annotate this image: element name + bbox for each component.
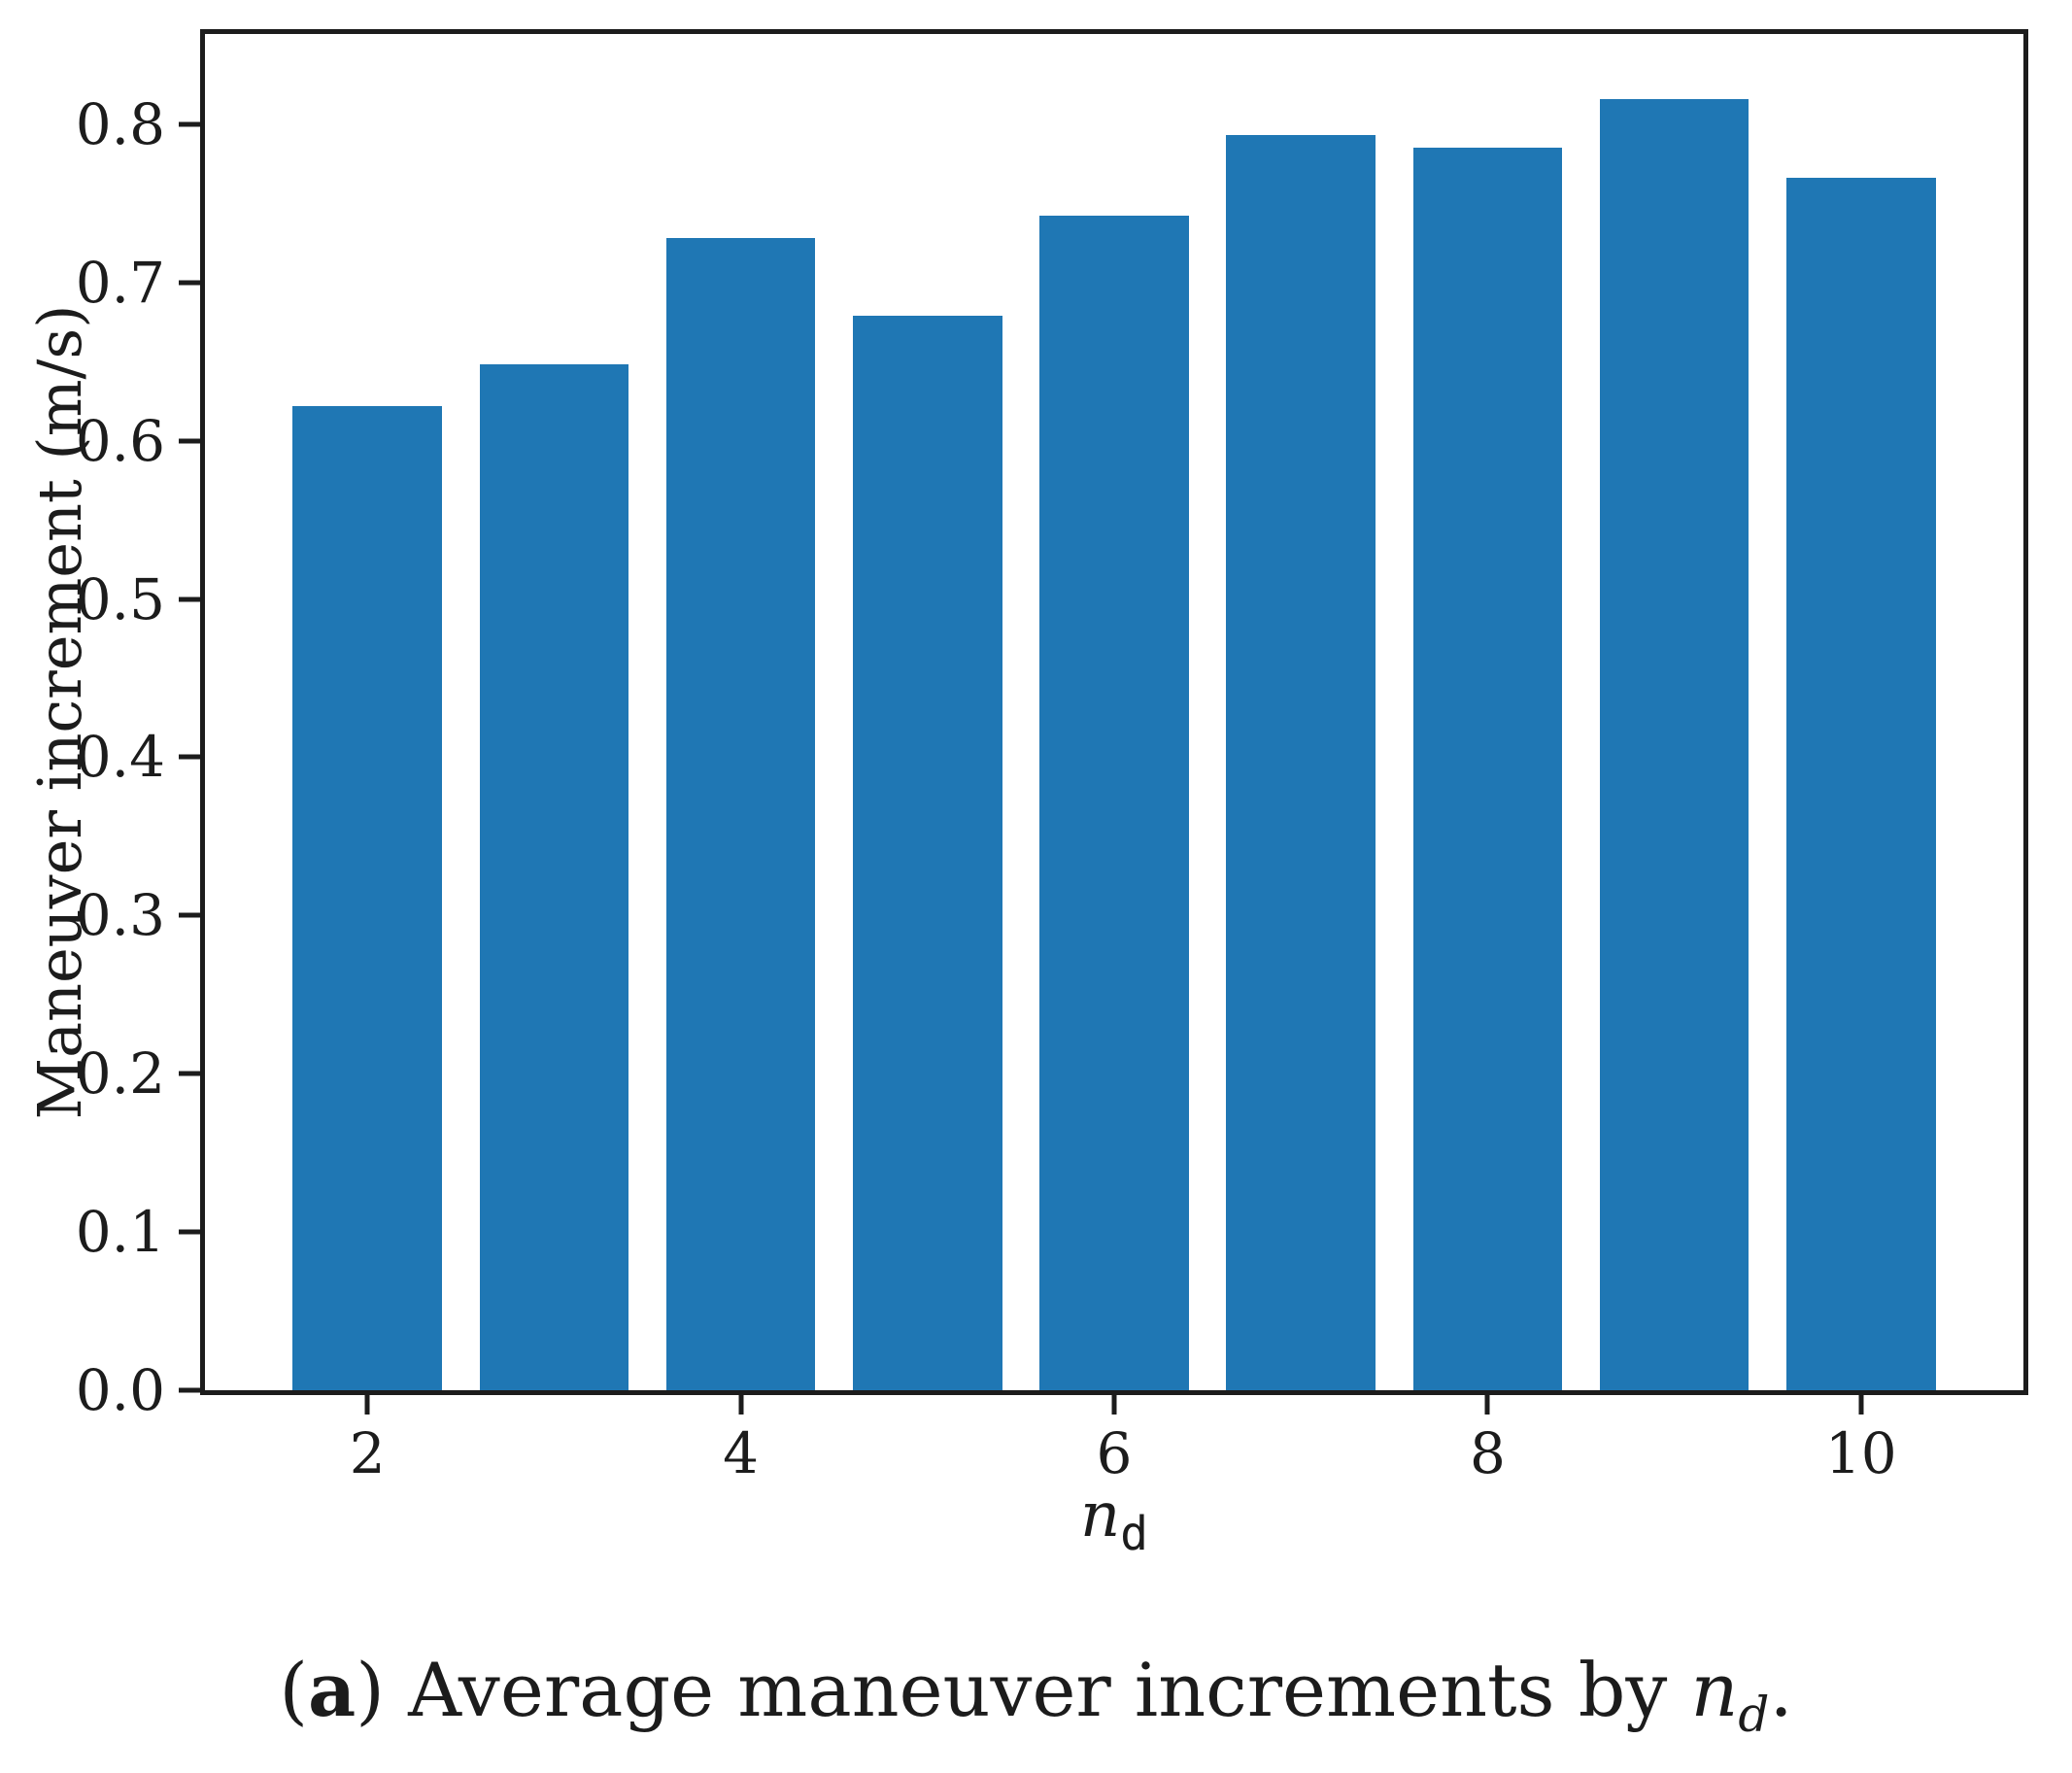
y-tick-mark-0.7: [179, 280, 200, 286]
y-tick-mark-0.1: [179, 1229, 200, 1235]
y-axis-label: Maneuver increment (m/s): [24, 304, 95, 1120]
bar-nd-9: [1599, 98, 1749, 1390]
y-tick-label-0.7: 0.7: [75, 249, 165, 316]
caption-open-paren: (: [279, 1647, 309, 1733]
caption-period: .: [1769, 1647, 1793, 1733]
caption-index: a: [308, 1647, 357, 1733]
plot-area: 0.0 0.1 0.2 0.3 0.4 0.5 0.6 0.7 0.8 2 4 6 8 10: [76, 29, 2028, 1482]
y-tick-mark-0.4: [179, 754, 200, 760]
x-axis-label-subscript: d: [1120, 1507, 1149, 1561]
x-tick-mark-10: [1858, 1395, 1864, 1415]
caption-text: Average maneuver increments by: [384, 1647, 1691, 1733]
x-axis-label-var: n: [1079, 1480, 1121, 1551]
x-tick-label-2: 2: [349, 1420, 386, 1486]
x-tick-label-10: 10: [1824, 1420, 1897, 1486]
y-tick-label-0.6: 0.6: [75, 407, 165, 474]
x-tick-label-8: 8: [1469, 1420, 1506, 1486]
x-tick-mark-2: [364, 1395, 370, 1415]
y-tick-mark-0.6: [179, 438, 200, 444]
y-tick-label-0.3: 0.3: [75, 882, 165, 949]
y-tick-mark-0.2: [179, 1071, 200, 1076]
x-tick-mark-6: [1111, 1395, 1117, 1415]
bar-nd-10: [1785, 178, 1936, 1390]
y-tick-label-0.2: 0.2: [75, 1040, 165, 1108]
y-tick-label-0.1: 0.1: [75, 1199, 165, 1266]
y-tick-mark-0.8: [179, 121, 200, 127]
y-tick-label-0.4: 0.4: [75, 724, 165, 791]
caption-var: n: [1690, 1647, 1739, 1733]
caption-close-paren: ): [356, 1647, 385, 1733]
y-tick-mark-0.0: [179, 1387, 200, 1393]
figure-caption: (a) Average maneuver increments by nd.: [0, 1648, 2072, 1744]
y-tick-label-0.8: 0.8: [75, 90, 165, 157]
caption-subscript: d: [1738, 1687, 1770, 1743]
bar-nd-2: [292, 405, 443, 1390]
y-tick-label-0.5: 0.5: [75, 565, 165, 632]
x-tick-label-6: 6: [1096, 1420, 1133, 1486]
bar-nd-7: [1226, 135, 1376, 1390]
x-tick-mark-8: [1484, 1395, 1490, 1415]
bar-nd-4: [665, 238, 816, 1390]
y-tick-mark-0.5: [179, 597, 200, 602]
x-axis-label: nd: [200, 1484, 2028, 1557]
bar-nd-6: [1039, 216, 1189, 1390]
y-tick-mark-0.3: [179, 912, 200, 918]
y-tick-label-0.0: 0.0: [75, 1357, 165, 1423]
x-tick-label-4: 4: [723, 1420, 760, 1486]
plot-inner: 0.0 0.1 0.2 0.3 0.4 0.5 0.6 0.7 0.8 2 4 6 8 10: [76, 34, 2023, 1482]
bar-nd-8: [1412, 148, 1563, 1390]
bar-nd-5: [852, 315, 1002, 1390]
x-tick-mark-4: [738, 1395, 744, 1415]
bar-nd-3: [479, 364, 629, 1390]
